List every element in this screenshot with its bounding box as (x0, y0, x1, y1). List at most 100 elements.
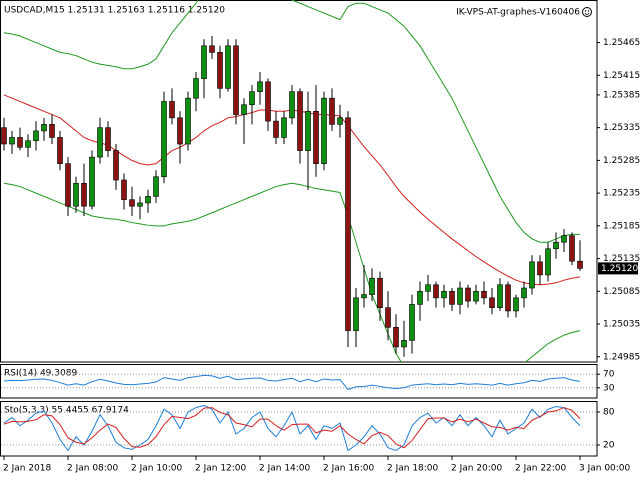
plot-area (3, 374, 581, 391)
candle-body (385, 307, 391, 328)
candle-body (65, 163, 71, 207)
current-price-box (598, 262, 638, 275)
candle-body (321, 97, 327, 164)
candle-body (465, 287, 471, 302)
smiley-mouth (584, 13, 590, 15)
candle-body (137, 202, 143, 207)
x-tick-label: 2 Jan 22:00 (515, 464, 567, 474)
symbol-title: USDCAD,M15 1.25131 1.25163 1.25116 1.251… (4, 6, 225, 16)
candle-body (353, 297, 359, 331)
smiley-icon (582, 7, 592, 17)
y-tick-label: 1.25135 (603, 254, 640, 264)
x-tick-label: 2 Jan 12:00 (195, 464, 247, 474)
x-tick-label: 2 Jan 14:00 (259, 464, 311, 474)
plot-area (1, 0, 583, 362)
y-tick-label: 1.25335 (603, 123, 640, 133)
candle-body (345, 117, 351, 331)
candle-body (105, 127, 111, 151)
smiley-eye (587, 10, 590, 12)
x-tick-label: 2 Jan 08:00 (67, 464, 119, 474)
y-tick-label: 30 (603, 383, 615, 393)
main-frame (0, 0, 598, 363)
candle-body (57, 137, 63, 164)
candle-body (265, 81, 271, 122)
plot-area (3, 404, 581, 452)
candle-body (297, 91, 303, 151)
candle-body (281, 117, 287, 138)
y-tick-label: 1.25185 (603, 221, 640, 231)
candle-body (177, 117, 183, 145)
y-tick-label: 20 (603, 441, 615, 451)
candle-body (481, 291, 487, 299)
y-tick-label: 1.25465 (603, 38, 640, 48)
candle-body (33, 130, 39, 142)
candle-body (537, 261, 543, 276)
candle-body (257, 81, 263, 92)
rsi-title: RSI(14) 49.3089 (4, 369, 77, 379)
oscillator-line (3, 407, 581, 449)
candle-body (489, 297, 495, 308)
candle-body (505, 284, 511, 312)
candle-body (49, 124, 55, 138)
candle-body (89, 156, 95, 207)
candle-body (161, 101, 167, 178)
candle-body (529, 261, 535, 289)
candle-body (577, 260, 583, 269)
y-tick-label: 80 (603, 408, 615, 418)
candle-body (73, 182, 79, 207)
candle-body (401, 340, 407, 348)
candle-body (457, 287, 463, 305)
y-tick-label: 1.25285 (603, 156, 640, 166)
indicator-line (3, 0, 580, 243)
candle-body (1, 127, 7, 145)
candle-body (473, 291, 479, 302)
oscillator-line (3, 404, 581, 452)
candle-body (121, 179, 127, 200)
candle-body (361, 294, 367, 299)
x-tick-label: 2 Jan 2018 (3, 464, 51, 474)
candle-body (209, 45, 215, 53)
candle-body (185, 97, 191, 145)
candle-body (369, 277, 375, 295)
indicator-line (3, 182, 581, 362)
y-tick-label: 1.25085 (603, 287, 640, 297)
expert-label: IK-VPS-AT-graphes-V160406 (456, 8, 580, 18)
candle-body (289, 91, 295, 119)
candle-body (417, 291, 423, 305)
y-tick-label: 1.25415 (603, 71, 640, 81)
candle-body (441, 291, 447, 299)
candle-body (145, 196, 151, 204)
x-tick-label: 3 Jan 00:00 (579, 464, 631, 474)
y-tick-label: 1.24985 (603, 352, 640, 362)
candle-body (153, 176, 159, 197)
candle-body (513, 297, 519, 312)
candle-body (449, 291, 455, 305)
candle-body (377, 277, 383, 308)
candle-body (273, 120, 279, 138)
y-tick-label: 70 (603, 370, 615, 380)
candle-body (129, 199, 135, 207)
candle-body (193, 78, 199, 99)
x-tick-label: 2 Jan 16:00 (323, 464, 375, 474)
candle-body (225, 45, 231, 89)
candle-body (561, 235, 567, 243)
candle-body (569, 235, 575, 262)
candle-body (17, 137, 23, 148)
stoch-title: Sto(5,3,3) 55.4455 67.9174 (4, 406, 129, 416)
y-tick-label: 1.25035 (603, 320, 640, 330)
candle-body (217, 52, 223, 89)
candle-body (433, 284, 439, 299)
candle-body (545, 248, 551, 276)
candle-body (409, 304, 415, 341)
candle-body (497, 284, 503, 308)
candle-body (305, 110, 311, 151)
candle-body (233, 45, 239, 115)
stoch-frame (0, 401, 598, 457)
candle-body (521, 287, 527, 299)
candle-body (25, 140, 31, 148)
candle-body (313, 110, 319, 164)
candle-body (113, 150, 119, 181)
candle-body (329, 97, 335, 125)
